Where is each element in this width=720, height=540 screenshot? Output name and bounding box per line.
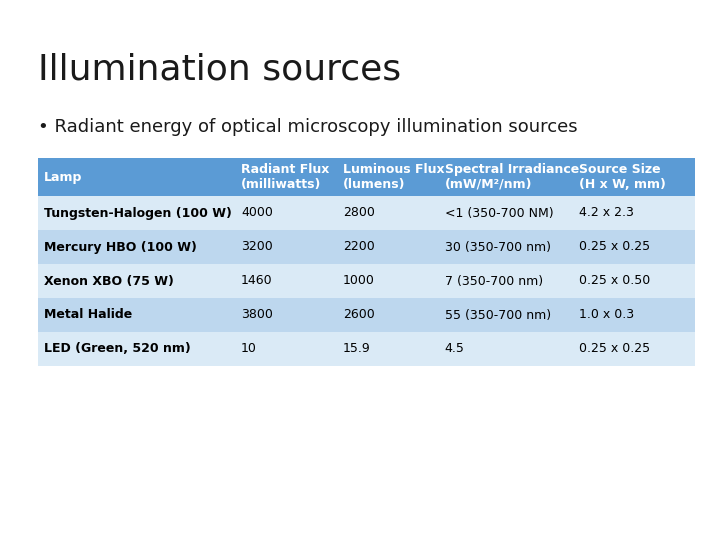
Bar bbox=[438, 196, 573, 230]
Text: Luminous Flux
(lumens): Luminous Flux (lumens) bbox=[343, 163, 444, 191]
Bar bbox=[438, 332, 573, 366]
Text: • Radiant energy of optical microscopy illumination sources: • Radiant energy of optical microscopy i… bbox=[38, 118, 577, 136]
Text: Tungsten-Halogen (100 W): Tungsten-Halogen (100 W) bbox=[44, 206, 232, 219]
Text: 3800: 3800 bbox=[241, 308, 273, 321]
Text: 15.9: 15.9 bbox=[343, 342, 371, 355]
Text: 2200: 2200 bbox=[343, 240, 374, 253]
Bar bbox=[38, 264, 235, 298]
Bar bbox=[235, 158, 337, 196]
Bar bbox=[337, 264, 438, 298]
Bar bbox=[573, 158, 695, 196]
Text: 2600: 2600 bbox=[343, 308, 374, 321]
Text: LED (Green, 520 nm): LED (Green, 520 nm) bbox=[44, 342, 191, 355]
Bar bbox=[573, 196, 695, 230]
Bar bbox=[573, 298, 695, 332]
Text: 0.25 x 0.25: 0.25 x 0.25 bbox=[580, 240, 651, 253]
Text: 0.25 x 0.50: 0.25 x 0.50 bbox=[580, 274, 651, 287]
Bar bbox=[235, 230, 337, 264]
Text: 55 (350-700 nm): 55 (350-700 nm) bbox=[445, 308, 551, 321]
Text: 10: 10 bbox=[241, 342, 257, 355]
Text: Illumination sources: Illumination sources bbox=[38, 52, 401, 86]
Bar bbox=[438, 264, 573, 298]
Text: 0.25 x 0.25: 0.25 x 0.25 bbox=[580, 342, 651, 355]
Bar bbox=[235, 332, 337, 366]
Text: 1000: 1000 bbox=[343, 274, 375, 287]
Bar bbox=[38, 158, 235, 196]
Bar bbox=[337, 196, 438, 230]
Bar bbox=[573, 230, 695, 264]
Bar bbox=[38, 332, 235, 366]
Bar bbox=[438, 298, 573, 332]
Text: Mercury HBO (100 W): Mercury HBO (100 W) bbox=[44, 240, 197, 253]
Bar bbox=[337, 230, 438, 264]
Text: Spectral Irradiance
(mW/M²/nm): Spectral Irradiance (mW/M²/nm) bbox=[445, 163, 579, 191]
Bar bbox=[573, 332, 695, 366]
Text: Metal Halide: Metal Halide bbox=[44, 308, 132, 321]
Text: Lamp: Lamp bbox=[44, 171, 82, 184]
Bar bbox=[38, 230, 235, 264]
Bar bbox=[438, 230, 573, 264]
Bar bbox=[573, 264, 695, 298]
Text: 4.2 x 2.3: 4.2 x 2.3 bbox=[580, 206, 634, 219]
Text: 4000: 4000 bbox=[241, 206, 273, 219]
Text: 1.0 x 0.3: 1.0 x 0.3 bbox=[580, 308, 634, 321]
Bar bbox=[235, 264, 337, 298]
Text: Xenon XBO (75 W): Xenon XBO (75 W) bbox=[44, 274, 174, 287]
Text: Source Size
(H x W, mm): Source Size (H x W, mm) bbox=[580, 163, 666, 191]
Text: 1460: 1460 bbox=[241, 274, 273, 287]
Bar bbox=[38, 196, 235, 230]
Text: 2800: 2800 bbox=[343, 206, 375, 219]
Text: 4.5: 4.5 bbox=[445, 342, 464, 355]
Bar bbox=[337, 298, 438, 332]
Text: Radiant Flux
(milliwatts): Radiant Flux (milliwatts) bbox=[241, 163, 330, 191]
Text: 3200: 3200 bbox=[241, 240, 273, 253]
Bar bbox=[235, 196, 337, 230]
Bar bbox=[235, 298, 337, 332]
Text: 30 (350-700 nm): 30 (350-700 nm) bbox=[445, 240, 551, 253]
Text: 7 (350-700 nm): 7 (350-700 nm) bbox=[445, 274, 543, 287]
Bar bbox=[337, 158, 438, 196]
Bar bbox=[38, 298, 235, 332]
Bar bbox=[438, 158, 573, 196]
Bar bbox=[337, 332, 438, 366]
Text: <1 (350-700 NM): <1 (350-700 NM) bbox=[445, 206, 554, 219]
